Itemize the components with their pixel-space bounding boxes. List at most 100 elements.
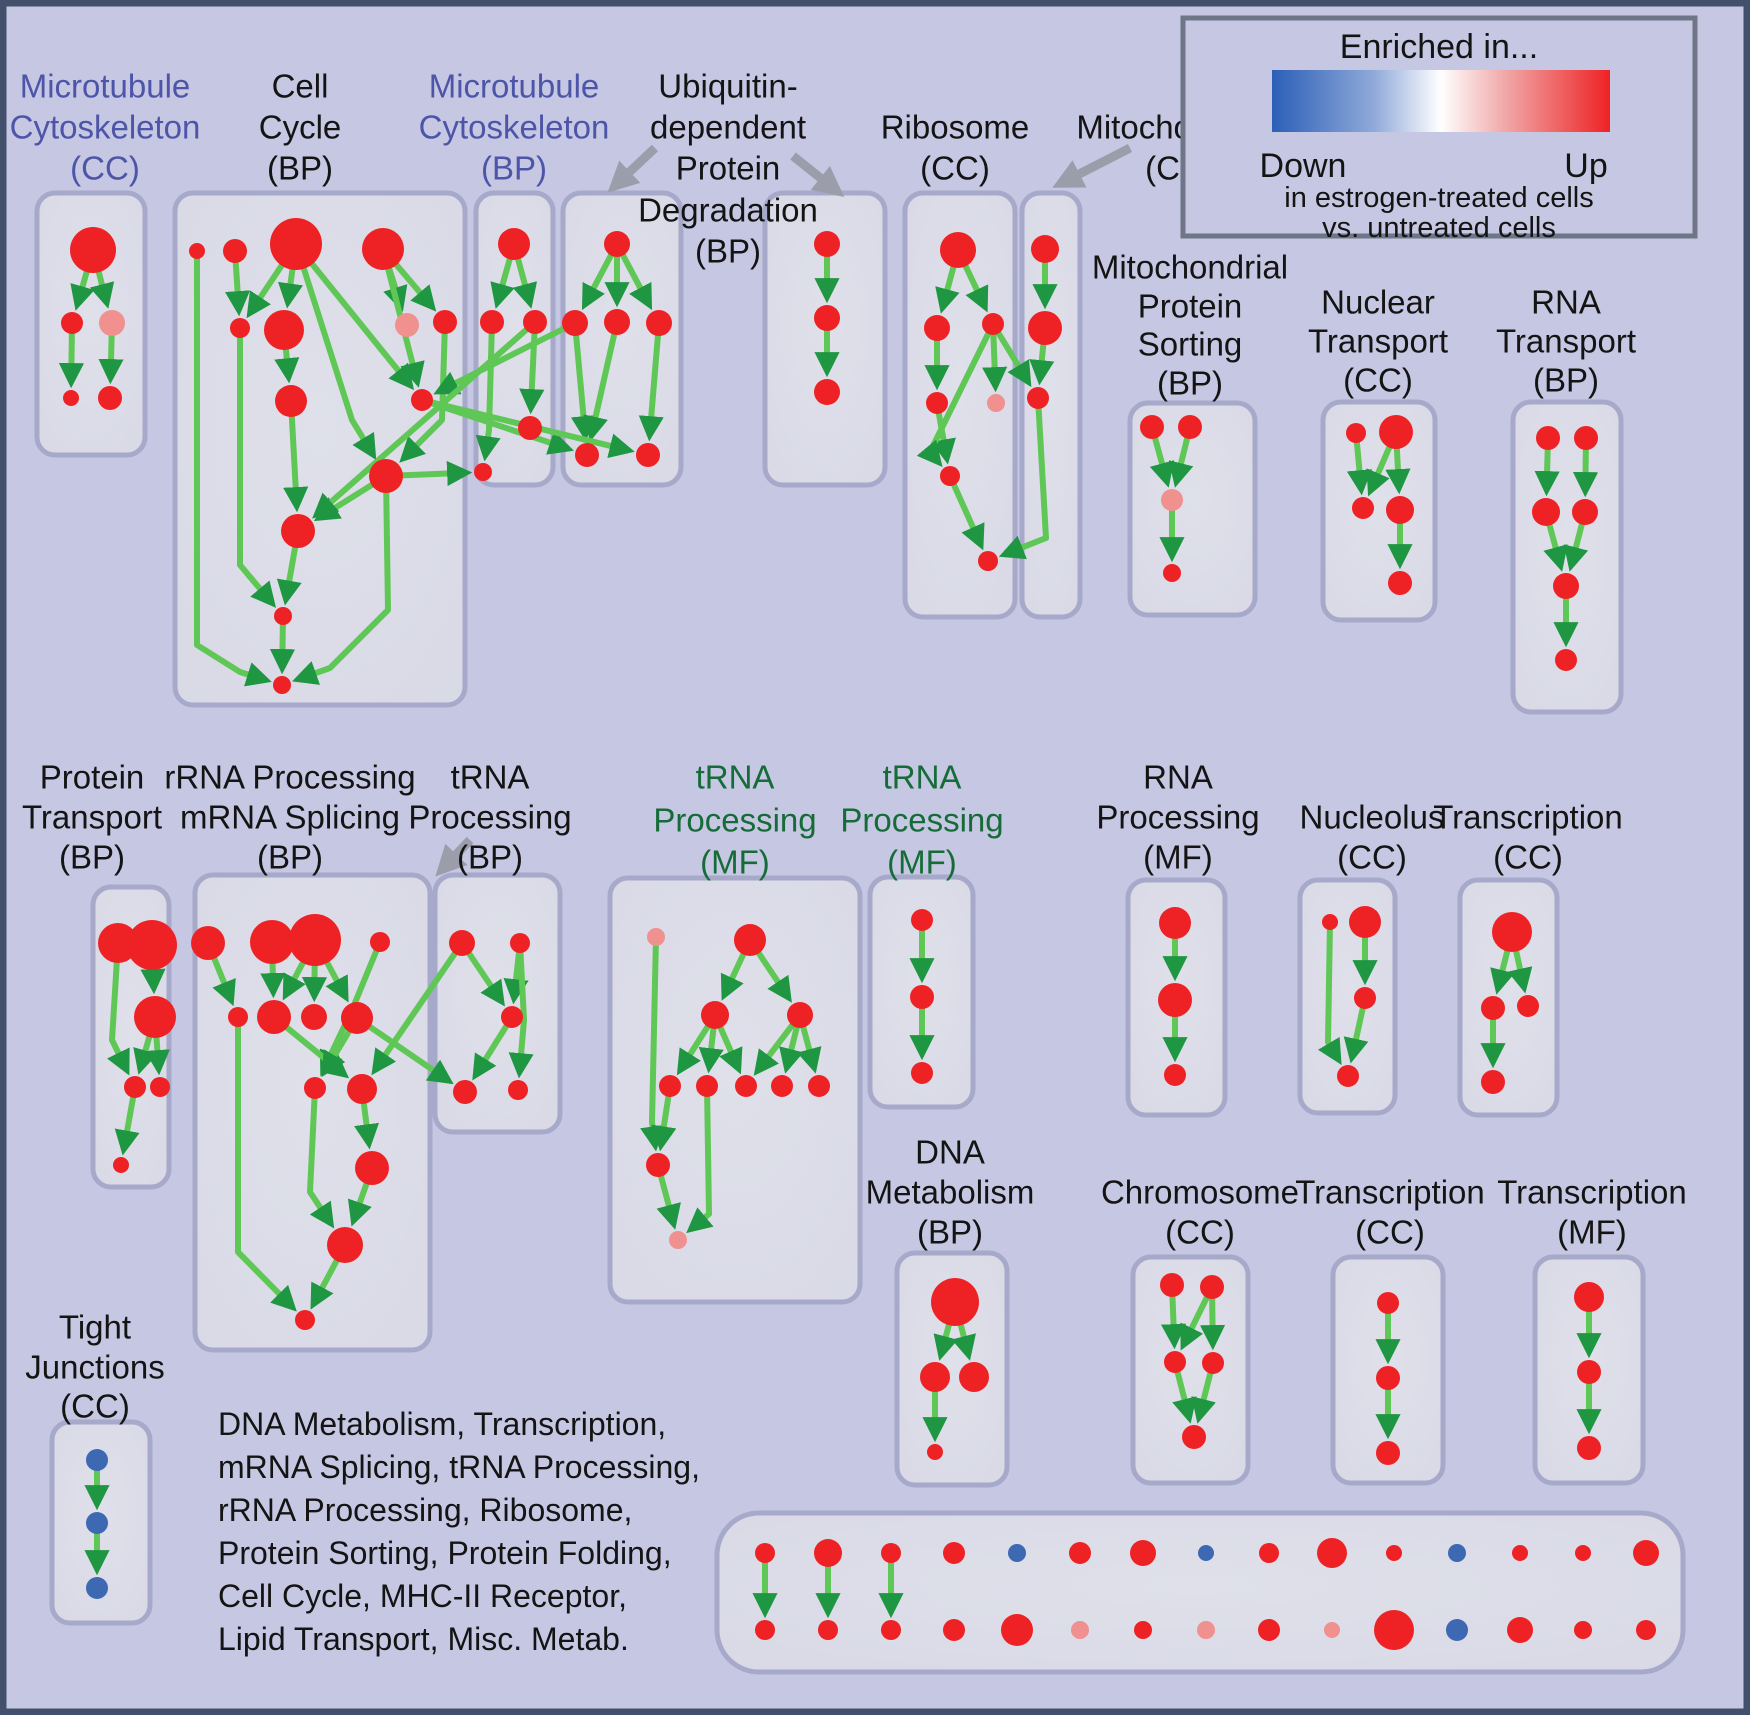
edge-cell_cycle-11 [399, 321, 448, 463]
go-term-node-shared_terms-25 [1374, 1610, 1414, 1650]
go-term-node-cell_cycle-4 [230, 318, 250, 338]
go-term-node-rrna_mrna-1 [250, 920, 294, 964]
cluster-label-microtubule_bp-line2: (BP) [481, 150, 547, 187]
go-term-node-chromosome-2 [1164, 1351, 1186, 1373]
cluster-label-ribosome-line0: Ribosome [881, 109, 1030, 146]
edge-ribosome-6 [947, 474, 985, 551]
go-term-node-rrna_mrna-0 [191, 926, 225, 960]
cluster-box-shared_terms [714, 1510, 1686, 1675]
cluster-box-nuclear_transport [1320, 399, 1438, 623]
cluster-label-transcription_mf-line0: Transcription [1497, 1174, 1687, 1211]
go-term-node-chromosome-1 [1200, 1275, 1224, 1299]
go-term-node-trna_bp-4 [508, 1080, 528, 1100]
cluster-label-cell_cycle-line0: Cell [272, 68, 329, 105]
go-term-node-nucleolus-2 [1354, 987, 1376, 1009]
cluster-label-rna_processing_mf-line1: Processing [1096, 799, 1259, 836]
go-term-node-protein_transport-3 [124, 1076, 146, 1098]
go-term-node-shared_terms-22 [1197, 1621, 1215, 1639]
shared-terms-text-line4: Cell Cycle, MHC-II Receptor, [218, 1578, 627, 1614]
go-term-node-rrna_mrna-2 [289, 914, 341, 966]
go-term-node-cell_cycle-10 [369, 459, 403, 493]
labels-layer: Microtubule Cytoskeleton (CC) Cell Cycle (BP)… [10, 68, 1687, 1425]
cluster-label-trna_mf_2-line1: Processing [840, 802, 1003, 839]
go-term-node-shared_terms-5 [1069, 1542, 1091, 1564]
go-term-node-rrna_mrna-7 [341, 1002, 373, 1034]
go-term-node-tight_junctions-2 [86, 1577, 108, 1599]
cluster-label-dna_metabolism-line0: DNA [915, 1134, 985, 1171]
go-term-node-ribosome-3 [926, 392, 948, 414]
go-term-node-transcription_mf-2 [1577, 1436, 1601, 1460]
go-term-node-nucleolus-1 [1349, 906, 1381, 938]
go-term-node-shared_terms-19 [1001, 1614, 1033, 1646]
cluster-label-tight_junctions-line2: (CC) [60, 1388, 130, 1425]
go-term-node-microtubule_cc-1 [61, 312, 83, 334]
go-term-node-ribosome-4 [987, 394, 1005, 412]
go-term-node-trna_bp-1 [510, 933, 530, 953]
go-term-node-trna_mf_1-2 [701, 1001, 729, 1029]
cluster-label-nucleolus-line1: (CC) [1337, 839, 1407, 876]
edge-protein_transport-0 [106, 942, 130, 1076]
go-term-node-transcription_cc_2-1 [1376, 1366, 1400, 1390]
cluster-label-cell_cycle-line1: Cycle [259, 109, 342, 146]
go-term-node-shared_terms-26 [1446, 1619, 1468, 1641]
cluster-label-microtubule_cc-line0: Microtubule [20, 68, 191, 105]
go-term-node-ubiquitin-5 [636, 443, 660, 467]
cluster-label-protein_transport-line0: Protein [40, 759, 145, 796]
go-term-node-cell_cycle-2 [270, 218, 322, 270]
go-term-node-ribosome-0 [940, 232, 976, 268]
cluster-label-rna_processing_mf-line2: (MF) [1143, 839, 1213, 876]
go-term-node-microtubule_cc-3 [63, 390, 79, 406]
go-term-node-trna_mf_1-6 [735, 1075, 757, 1097]
cluster-label-ubiquitin-line2: Protein [676, 150, 781, 187]
go-term-node-transcription_cc_1-0 [1492, 912, 1532, 952]
go-term-node-shared_terms-21 [1134, 1621, 1152, 1639]
edge-trna_mf_1-11 [686, 1085, 714, 1234]
go-term-node-cell_cycle-5 [264, 310, 304, 350]
shared-terms-text-line3: Protein Sorting, Protein Folding, [218, 1535, 672, 1571]
cross-edge-7 [371, 941, 465, 1076]
trna-bp-pointer-icon [435, 836, 474, 877]
cluster-label-nuclear_transport-line0: Nuclear [1321, 284, 1435, 321]
edge-nucleolus-0 [1317, 921, 1342, 1066]
go-term-node-transcription_cc_1-2 [1517, 995, 1539, 1017]
edge-rrna_mrna-9 [307, 1087, 335, 1229]
cluster-label-ubiquitin-line3: Degradation [638, 192, 818, 229]
go-term-node-nuclear_transport-4 [1388, 571, 1412, 595]
shared-terms-text-line1: mRNA Splicing, tRNA Processing, [218, 1449, 700, 1485]
go-term-node-trna_bp-0 [449, 930, 475, 956]
cluster-label-transcription_cc_2-line1: (CC) [1355, 1214, 1425, 1251]
go-term-node-dna_metabolism-1 [920, 1362, 950, 1392]
go-term-node-trna_mf_2-0 [911, 909, 933, 931]
go-term-node-microtubule_bp-4 [474, 463, 492, 481]
cluster-label-ubiquitin-line4: (BP) [695, 233, 761, 270]
cluster-label-rna_processing_mf-line0: RNA [1143, 759, 1213, 796]
go-term-node-shared_terms-14 [1633, 1540, 1659, 1566]
cluster-label-ubiquitin-line1: dependent [650, 109, 806, 146]
annotation-arrows-layer [435, 143, 1133, 877]
go-term-node-protein_transport-5 [113, 1157, 129, 1173]
go-term-node-cell_cycle-6 [395, 313, 419, 337]
go-term-node-trna_mf_1-9 [646, 1153, 670, 1177]
go-term-node-microtubule_bp-2 [523, 310, 547, 334]
go-term-node-rna_transport-2 [1532, 498, 1560, 526]
edge-trna_bp-3 [508, 942, 534, 1079]
go-term-node-ubiquitin-2 [604, 309, 630, 335]
go-term-node-transcription_mf-1 [1577, 1360, 1601, 1384]
legend-context-line2: vs. untreated cells [1322, 212, 1556, 244]
go-term-node-cell_cycle-9 [411, 389, 433, 411]
cluster-label-protein_transport-line2: (BP) [59, 839, 125, 876]
go-term-node-ubiquitin-0 [604, 231, 630, 257]
go-term-node-cell_cycle-11 [281, 514, 315, 548]
go-term-node-microtubule_cc-2 [99, 310, 125, 336]
go-term-node-ubiquitin-3 [646, 310, 672, 336]
shared-terms-text-line2: rRNA Processing, Ribosome, [218, 1492, 632, 1528]
go-term-node-cell_cycle-3 [362, 228, 404, 270]
go-term-node-trna_mf_1-7 [771, 1075, 793, 1097]
cluster-label-microtubule_cc-line1: Cytoskeleton [10, 109, 201, 146]
go-term-node-microtubule_bp-1 [480, 310, 504, 334]
cluster-label-trna_mf_1-line0: tRNA [696, 759, 775, 796]
go-term-node-shared_terms-7 [1198, 1545, 1214, 1561]
cluster-label-dna_metabolism-line2: (BP) [917, 1214, 983, 1251]
go-term-node-rrna_mrna-9 [347, 1074, 377, 1104]
